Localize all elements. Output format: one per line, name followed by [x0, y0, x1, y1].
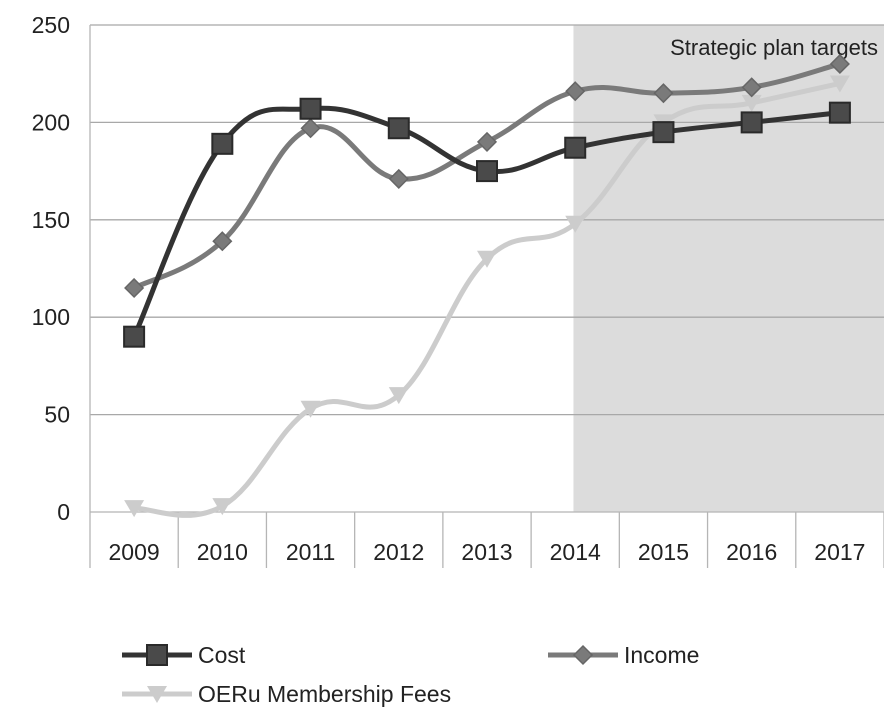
data-point: [124, 500, 145, 518]
x-tick-label: 2014: [550, 539, 601, 565]
data-point: [211, 132, 234, 155]
series-cost: [123, 97, 851, 348]
data-point: [828, 101, 851, 124]
data-point: [299, 97, 322, 120]
data-point: [388, 387, 409, 405]
data-point: [829, 53, 850, 75]
legend-swatch-marker: [146, 644, 168, 666]
data-point: [123, 325, 146, 348]
legend-item: Cost: [122, 642, 246, 668]
series-layer: [123, 53, 851, 518]
data-point: [829, 75, 850, 93]
data-point: [212, 231, 233, 252]
legend: Cost Income OERu Membership Fees: [122, 642, 699, 707]
y-tick-label: 0: [57, 499, 70, 525]
x-tick-label: 2010: [197, 539, 248, 565]
strategic-plan-region: [573, 25, 884, 512]
legend-item: OERu Membership Fees: [122, 681, 451, 707]
data-point: [653, 83, 674, 104]
data-point: [741, 94, 762, 112]
data-point: [565, 81, 586, 102]
data-point: [300, 400, 321, 418]
data-point: [565, 215, 586, 233]
series-line: [131, 61, 843, 291]
x-tick-label: 2012: [373, 539, 424, 565]
legend-label: Cost: [198, 642, 246, 668]
series-line: [131, 80, 843, 518]
series-income: [124, 53, 850, 299]
x-tick-label: 2016: [726, 539, 777, 565]
data-point: [564, 136, 587, 159]
shaded-region-layer: Strategic plan targets: [573, 25, 884, 512]
data-point: [124, 277, 145, 299]
x-tick-label: 2011: [286, 539, 335, 565]
data-point: [388, 168, 409, 189]
data-point: [477, 250, 497, 268]
legend-label: OERu Membership Fees: [198, 681, 451, 707]
data-point: [740, 111, 763, 134]
legend-swatch-marker: [572, 644, 594, 666]
series-oeru-membership-fees: [124, 75, 850, 518]
legend-label: Income: [624, 642, 699, 668]
data-point: [476, 160, 498, 183]
data-point: [387, 117, 410, 140]
data-point: [652, 121, 675, 144]
legend-swatch-marker: [147, 686, 167, 703]
x-tick-label: 2013: [461, 539, 512, 565]
data-point: [300, 118, 321, 139]
y-tick-label: 250: [32, 12, 70, 38]
data-point: [476, 131, 498, 152]
y-tick-label: 150: [32, 207, 70, 233]
strategic-plan-label: Strategic plan targets: [670, 35, 878, 60]
y-tick-label: 200: [32, 109, 70, 135]
y-tick-label: 100: [32, 304, 70, 330]
y-tick-label: 50: [44, 402, 70, 428]
data-point: [741, 77, 762, 98]
x-tick-label: 2009: [109, 539, 160, 565]
data-point: [212, 498, 233, 516]
x-tick-label: 2017: [814, 539, 865, 565]
x-tick-label: 2015: [638, 539, 689, 565]
legend-item: Income: [548, 642, 699, 668]
